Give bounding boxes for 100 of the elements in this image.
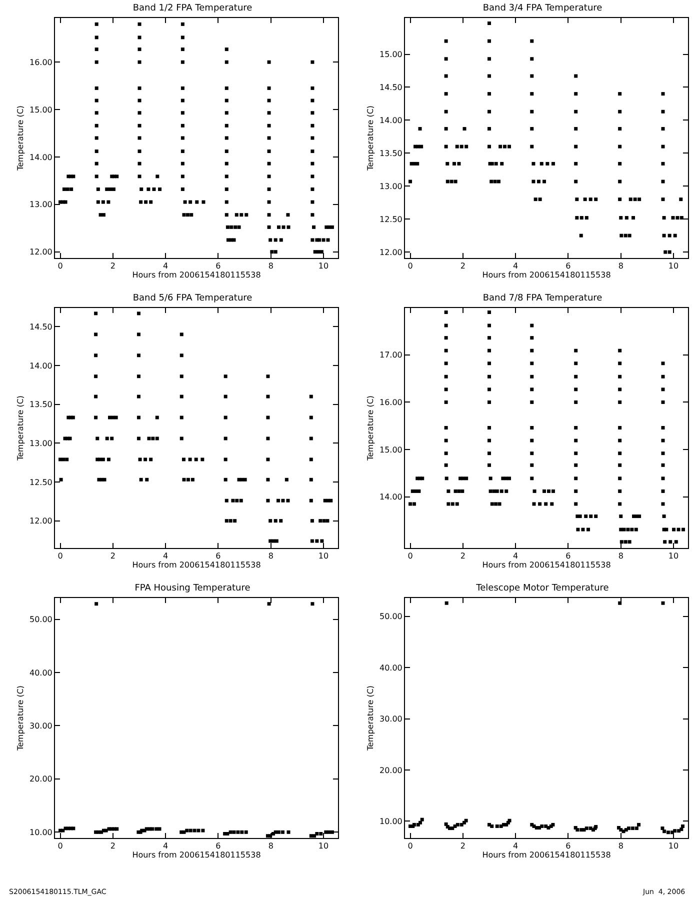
point xyxy=(237,225,241,229)
point xyxy=(180,136,184,140)
point xyxy=(136,416,140,420)
point xyxy=(444,426,448,430)
point xyxy=(444,601,448,605)
y-axis-title: Temperature (C) xyxy=(16,685,26,752)
point xyxy=(267,200,271,204)
point xyxy=(70,187,74,191)
point xyxy=(94,332,98,336)
point xyxy=(628,198,632,202)
point xyxy=(310,60,314,64)
point xyxy=(634,528,638,532)
point xyxy=(224,478,228,482)
point xyxy=(108,187,112,191)
point xyxy=(312,225,316,229)
point xyxy=(138,48,142,52)
y-tick-label: 40.00 xyxy=(379,663,402,672)
point xyxy=(550,502,554,506)
y-tick-label: 12.50 xyxy=(29,478,52,487)
y-tick-label: 13.00 xyxy=(29,200,52,210)
point xyxy=(530,144,534,148)
point xyxy=(224,174,228,178)
y-tick-label: 14.00 xyxy=(29,152,52,162)
point xyxy=(267,213,271,217)
point xyxy=(530,374,534,378)
point xyxy=(224,162,228,166)
point xyxy=(310,86,314,90)
point xyxy=(274,539,278,543)
point xyxy=(530,336,534,340)
point xyxy=(266,374,270,378)
point xyxy=(619,528,623,532)
point xyxy=(94,374,98,378)
point xyxy=(661,374,665,378)
point xyxy=(661,127,665,131)
chart-title: FPA Housing Temperature xyxy=(134,583,251,594)
point xyxy=(94,124,98,128)
point xyxy=(239,498,243,502)
point xyxy=(240,830,244,834)
point xyxy=(180,150,184,154)
point xyxy=(454,180,458,184)
point xyxy=(420,476,424,480)
x-tick-label: 8 xyxy=(268,552,274,561)
point xyxy=(676,216,680,220)
y-tick-label: 10.00 xyxy=(379,816,402,826)
y-tick-label: 13.00 xyxy=(379,182,402,191)
point xyxy=(532,180,536,184)
point xyxy=(202,200,206,204)
point xyxy=(574,144,578,148)
point xyxy=(495,489,499,493)
point xyxy=(464,144,468,148)
point xyxy=(186,478,190,482)
point xyxy=(114,416,118,420)
point xyxy=(138,98,142,102)
x-axis-title: Hours from 2006154180115538 xyxy=(132,850,261,860)
point xyxy=(62,187,66,191)
point xyxy=(234,213,238,217)
point xyxy=(94,162,98,166)
point xyxy=(72,826,76,830)
point xyxy=(672,528,676,532)
y-tick-label: 40.00 xyxy=(29,668,52,678)
point xyxy=(574,452,578,456)
point xyxy=(661,452,665,456)
point xyxy=(618,438,622,442)
x-tick-label: 6 xyxy=(566,842,571,851)
point xyxy=(487,336,491,340)
point xyxy=(138,111,142,115)
point xyxy=(538,502,542,506)
point xyxy=(620,234,624,238)
point xyxy=(532,502,536,506)
point xyxy=(180,98,184,102)
point xyxy=(661,362,665,366)
point xyxy=(574,180,578,184)
x-tick-label: 8 xyxy=(618,262,624,271)
point xyxy=(446,162,450,166)
point xyxy=(624,216,628,220)
point xyxy=(180,416,184,420)
point xyxy=(487,324,491,328)
point xyxy=(309,436,313,440)
point xyxy=(666,830,670,834)
point xyxy=(444,400,448,404)
point xyxy=(94,36,98,40)
point xyxy=(574,438,578,442)
point xyxy=(279,519,283,523)
point xyxy=(495,824,499,828)
point xyxy=(105,436,109,440)
x-tick-label: 10 xyxy=(668,552,679,561)
point xyxy=(268,519,272,523)
point xyxy=(501,476,505,480)
point xyxy=(487,400,491,404)
point xyxy=(626,528,630,532)
point xyxy=(530,110,534,114)
point xyxy=(530,400,534,404)
point xyxy=(180,187,184,191)
point xyxy=(182,478,186,482)
point xyxy=(579,234,583,238)
point xyxy=(64,200,68,204)
point xyxy=(584,216,588,220)
point xyxy=(504,489,508,493)
point xyxy=(618,348,622,352)
point xyxy=(490,502,494,506)
